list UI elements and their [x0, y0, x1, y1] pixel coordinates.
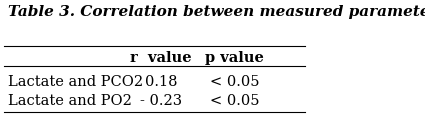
Text: - 0.23: - 0.23: [140, 93, 182, 107]
Text: Lactate and PCO2: Lactate and PCO2: [8, 74, 143, 88]
Text: < 0.05: < 0.05: [210, 74, 259, 88]
Text: 0.18: 0.18: [144, 74, 177, 88]
Text: r  value: r value: [130, 51, 192, 64]
Text: < 0.05: < 0.05: [210, 93, 259, 107]
Text: p value: p value: [205, 51, 264, 64]
Text: Table 3. Correlation between measured parameters: Table 3. Correlation between measured pa…: [8, 5, 425, 19]
Text: Lactate and PO2: Lactate and PO2: [8, 93, 131, 107]
